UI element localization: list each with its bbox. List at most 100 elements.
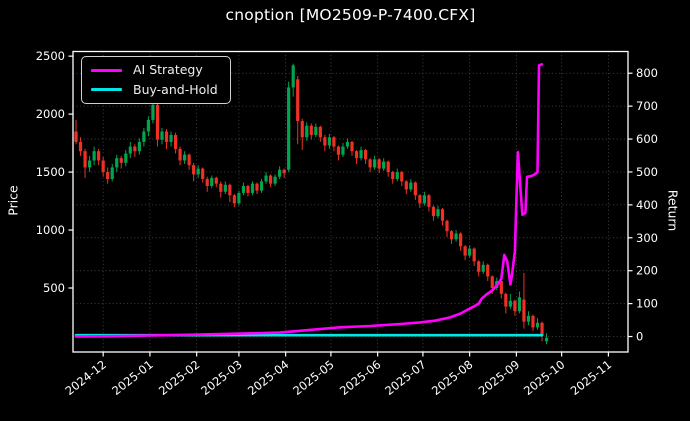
legend: AI Strategy Buy-and-Hold bbox=[81, 56, 231, 104]
candle-body bbox=[278, 169, 282, 177]
candle-body bbox=[422, 195, 426, 204]
ai-strategy-line bbox=[74, 63, 544, 338]
candle-body bbox=[264, 175, 268, 182]
left-axis-label: Price bbox=[5, 185, 21, 216]
candle-body bbox=[169, 134, 173, 142]
candle-body bbox=[250, 183, 255, 193]
candle-body bbox=[327, 137, 331, 146]
svg-text:2025-07: 2025-07 bbox=[382, 357, 428, 398]
svg-text:1000: 1000 bbox=[36, 223, 65, 237]
candle-body bbox=[508, 300, 512, 307]
candle-body bbox=[436, 209, 440, 217]
candle-body bbox=[110, 167, 114, 180]
candle-body bbox=[454, 233, 458, 240]
candle-body bbox=[463, 246, 467, 256]
legend-item-ai-strategy: AI Strategy bbox=[91, 62, 218, 77]
candle-body bbox=[540, 322, 544, 336]
candle-body bbox=[341, 146, 345, 155]
candle-body bbox=[291, 65, 295, 88]
candle-body bbox=[504, 293, 508, 307]
candle-body bbox=[513, 300, 517, 312]
candle-body bbox=[418, 195, 422, 204]
candle-body bbox=[445, 220, 449, 232]
candle-body bbox=[345, 141, 350, 147]
plot-border bbox=[72, 50, 629, 353]
candle-body bbox=[78, 141, 83, 152]
candle-body bbox=[300, 121, 304, 138]
candle-body bbox=[115, 158, 119, 168]
candle-body bbox=[87, 160, 92, 168]
candle-body bbox=[237, 192, 241, 204]
candle-body bbox=[232, 195, 236, 204]
candle-body bbox=[336, 146, 341, 155]
candle-body bbox=[332, 137, 336, 147]
candle-body bbox=[377, 159, 381, 169]
candle-body bbox=[449, 231, 454, 240]
candle-body bbox=[273, 176, 277, 184]
candle-body bbox=[363, 150, 368, 160]
candle-body bbox=[178, 148, 182, 161]
candle-body bbox=[74, 131, 78, 142]
legend-label-ai-strategy: AI Strategy bbox=[133, 62, 203, 77]
candle-body bbox=[83, 151, 87, 168]
candle-body bbox=[219, 183, 223, 192]
svg-text:2025-05: 2025-05 bbox=[290, 357, 336, 398]
candle-body bbox=[155, 104, 160, 140]
candle-body bbox=[101, 160, 105, 173]
legend-label-buy-and-hold: Buy-and-Hold bbox=[133, 81, 218, 97]
candle-body bbox=[137, 141, 141, 152]
candle-body bbox=[214, 177, 218, 184]
svg-text:500: 500 bbox=[43, 281, 65, 295]
buy-and-hold-line-swatch bbox=[91, 88, 122, 92]
candle-body bbox=[128, 146, 132, 154]
candle-body bbox=[92, 151, 96, 161]
ai-strategy-line-swatch bbox=[91, 68, 122, 72]
candle-body bbox=[350, 141, 354, 152]
svg-text:700: 700 bbox=[636, 99, 658, 113]
svg-text:100: 100 bbox=[636, 297, 658, 311]
right-axis-label: Return bbox=[665, 189, 681, 232]
candle-body bbox=[133, 146, 137, 152]
candle-body bbox=[373, 159, 377, 168]
candle-body bbox=[440, 209, 445, 221]
svg-text:1500: 1500 bbox=[36, 165, 65, 179]
candle-body bbox=[223, 184, 227, 192]
svg-text:2025-03: 2025-03 bbox=[198, 357, 244, 398]
candle-body bbox=[400, 172, 404, 182]
candle-body bbox=[151, 104, 155, 120]
candle-body bbox=[409, 182, 413, 190]
candle-body bbox=[391, 172, 395, 180]
candle-body bbox=[458, 233, 463, 247]
candle-body bbox=[472, 248, 476, 262]
candle-body bbox=[192, 165, 196, 175]
svg-text:2025-06: 2025-06 bbox=[337, 357, 383, 398]
candle-body bbox=[477, 261, 481, 272]
candle-body bbox=[164, 131, 169, 142]
svg-text:500: 500 bbox=[636, 165, 658, 179]
candle-body bbox=[106, 172, 110, 180]
candle-body bbox=[241, 185, 246, 193]
candle-body bbox=[210, 177, 214, 186]
candle-body bbox=[535, 322, 540, 328]
candle-body bbox=[395, 172, 399, 180]
legend-item-buy-and-hold: Buy-and-Hold bbox=[91, 81, 218, 97]
candle-body bbox=[246, 185, 250, 193]
svg-text:2000: 2000 bbox=[36, 107, 65, 121]
grid-lines bbox=[73, 51, 628, 352]
candle-body bbox=[354, 151, 359, 159]
candle-body bbox=[404, 181, 408, 190]
candle-body bbox=[544, 337, 549, 342]
candle-body bbox=[386, 161, 390, 173]
candle-body bbox=[160, 131, 164, 140]
svg-text:2024-12: 2024-12 bbox=[63, 357, 109, 398]
candle-body bbox=[314, 126, 318, 135]
svg-text:2025-08: 2025-08 bbox=[429, 357, 475, 398]
candle-body bbox=[531, 315, 535, 328]
svg-text:400: 400 bbox=[636, 198, 658, 212]
candlestick-series bbox=[74, 63, 549, 345]
candle-body bbox=[431, 206, 436, 217]
svg-text:2025-04: 2025-04 bbox=[245, 357, 291, 398]
chart-title: cnoption [MO2509-P-7400.CFX] bbox=[225, 6, 476, 24]
candle-body bbox=[255, 183, 259, 191]
